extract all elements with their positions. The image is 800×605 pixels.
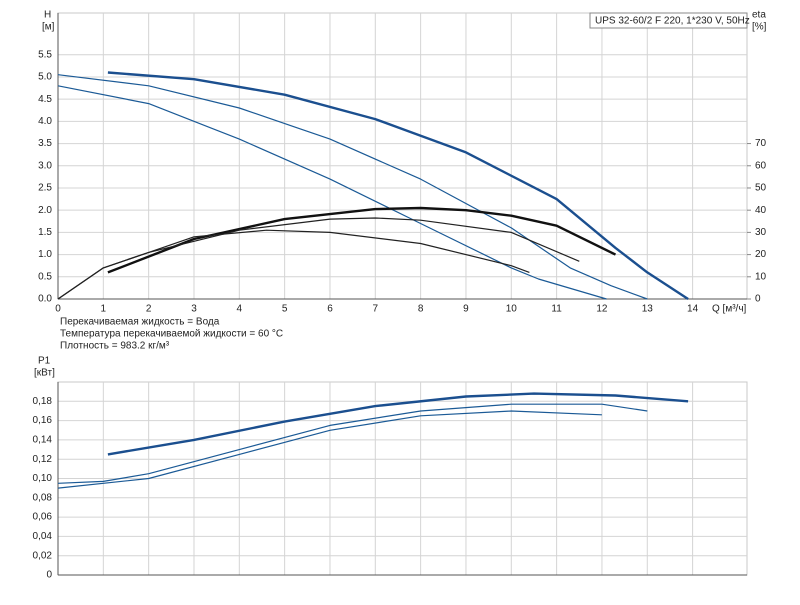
x-tick-label: 8 [418, 304, 424, 315]
y-tick-label: 0,02 [33, 550, 53, 561]
y-tick-label: 0,08 [33, 492, 53, 503]
y2-tick-label: 70 [755, 138, 767, 149]
y-axis-unit: [м] [42, 22, 55, 33]
x-tick-label: 0 [55, 304, 61, 315]
x-axis-label: Q [м³/ч] [712, 304, 747, 315]
y-tick-label: 0,16 [33, 415, 53, 426]
y-tick-label: 0,12 [33, 454, 53, 465]
annotation: Плотность = 983.2 кг/м³ [60, 341, 170, 352]
x-tick-label: 1 [101, 304, 107, 315]
y-tick-label: 5.5 [38, 49, 52, 60]
annotation: Перекачиваемая жидкость = Вода [60, 317, 220, 328]
x-tick-label: 2 [146, 304, 152, 315]
x-tick-label: 5 [282, 304, 288, 315]
x-tick-label: 9 [463, 304, 469, 315]
series-line [107, 71, 689, 301]
y-tick-label: 1.5 [38, 227, 52, 238]
annotation: Температура перекачиваемой жидкости = 60… [60, 329, 283, 340]
y-axis-label: P1 [38, 356, 51, 367]
series-line [57, 410, 602, 489]
series-line [57, 217, 580, 300]
x-tick-label: 4 [237, 304, 243, 315]
x-tick-label: 6 [327, 304, 333, 315]
y-tick-label: 1.0 [38, 249, 52, 260]
y-tick-label: 5.0 [38, 72, 52, 83]
x-tick-label: 10 [506, 304, 518, 315]
y-tick-label: 3.5 [38, 138, 52, 149]
series-line [107, 392, 689, 456]
y-tick-label: 0 [46, 570, 52, 581]
y-axis-unit: [кВт] [34, 368, 55, 379]
y2-tick-label: 0 [755, 294, 761, 305]
legend-box [589, 12, 748, 29]
series-line [57, 403, 648, 484]
y2-tick-label: 30 [755, 227, 767, 238]
y2-tick-label: 10 [755, 271, 767, 282]
y-tick-label: 0,18 [33, 396, 53, 407]
y2-tick-label: 40 [755, 205, 767, 216]
y-tick-label: 2.5 [38, 183, 52, 194]
series-line [57, 85, 607, 300]
y-tick-label: 2.0 [38, 205, 52, 216]
y-axis-label: H [44, 10, 51, 21]
series-line [57, 74, 648, 300]
y2-tick-label: 50 [755, 183, 767, 194]
y-tick-label: 0,06 [33, 512, 53, 523]
y-tick-label: 0.0 [38, 294, 52, 305]
y2-axis-label: eta [752, 10, 766, 21]
y-tick-label: 0,04 [33, 531, 53, 542]
series-line [107, 206, 617, 274]
x-tick-label: 3 [191, 304, 197, 315]
x-tick-label: 7 [373, 304, 379, 315]
y-tick-label: 4.0 [38, 116, 52, 127]
y2-axis-unit: [%] [752, 22, 767, 33]
x-tick-label: 14 [687, 304, 699, 315]
y-tick-label: 4.5 [38, 94, 52, 105]
plot-frame [57, 12, 748, 300]
y-tick-label: 3.0 [38, 160, 52, 171]
x-tick-label: 13 [642, 304, 654, 315]
y-tick-label: 0,10 [33, 473, 53, 484]
y2-tick-label: 20 [755, 249, 767, 260]
series-line [57, 229, 530, 300]
x-tick-label: 11 [551, 304, 562, 315]
chart-title: UPS 32-60/2 F 220, 1*230 V, 50Hz [595, 16, 750, 27]
y-tick-label: 0.5 [38, 271, 52, 282]
y-tick-label: 0,14 [33, 435, 53, 446]
y2-tick-label: 60 [755, 160, 767, 171]
x-tick-label: 12 [596, 304, 608, 315]
